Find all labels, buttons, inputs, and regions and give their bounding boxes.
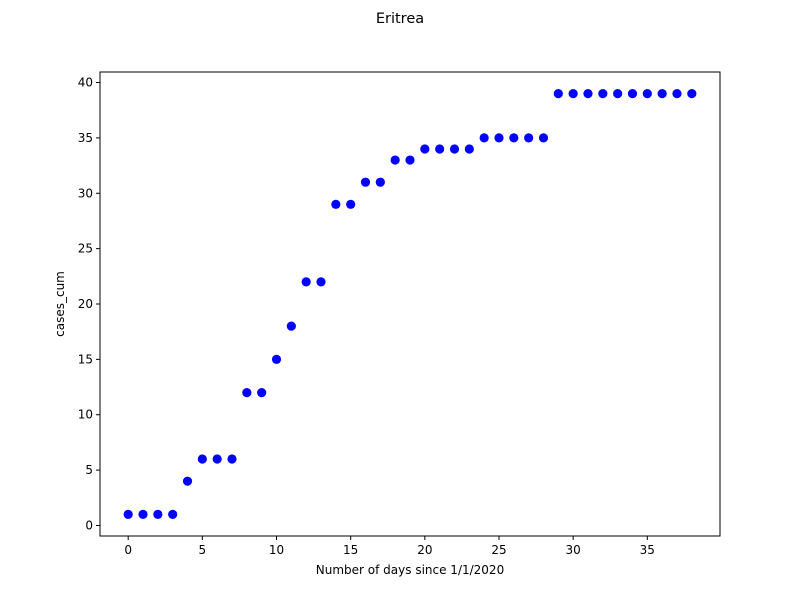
- y-tick-label: 0: [85, 518, 93, 532]
- chart-title: Eritrea: [376, 11, 424, 27]
- data-point: [123, 509, 133, 520]
- data-point: [642, 88, 652, 99]
- y-axis: 0 5 10 15 20 25 30 35 40: [78, 76, 100, 532]
- data-point: [627, 88, 638, 99]
- y-axis-label: cases_cum: [53, 271, 67, 337]
- data-point: [390, 155, 400, 165]
- data-point: [153, 509, 163, 520]
- x-tick-label: 5: [199, 543, 207, 557]
- data-point: [197, 454, 207, 464]
- data-point: [420, 144, 430, 154]
- data-point: [494, 133, 504, 143]
- data-point: [509, 133, 519, 143]
- y-tick-label: 15: [78, 352, 93, 366]
- data-point: [168, 509, 178, 520]
- data-point: [598, 88, 608, 99]
- y-tick-label: 30: [78, 186, 93, 200]
- data-point: [538, 133, 549, 143]
- data-points: [123, 88, 697, 520]
- x-tick-label: 10: [269, 543, 284, 557]
- data-point: [138, 509, 148, 520]
- data-point: [286, 321, 296, 331]
- data-point: [375, 177, 385, 187]
- data-point: [257, 387, 267, 398]
- x-tick-label: 25: [491, 543, 506, 557]
- data-point: [227, 454, 237, 464]
- data-point: [331, 199, 341, 209]
- data-point: [568, 88, 578, 99]
- data-point: [583, 88, 593, 99]
- data-point: [346, 199, 356, 209]
- data-point: [360, 177, 371, 187]
- data-point: [271, 354, 282, 364]
- x-axis: 0 5 10 15 20 25 30 35: [124, 536, 655, 557]
- y-tick-label: 10: [78, 408, 93, 422]
- y-tick-label: 40: [78, 76, 93, 90]
- x-tick-label: 20: [417, 543, 432, 557]
- data-point: [672, 88, 682, 99]
- x-axis-label: Number of days since 1/1/2020: [316, 563, 504, 577]
- x-tick-label: 0: [124, 543, 132, 557]
- plot-frame: [99, 71, 721, 537]
- y-tick-label: 5: [85, 463, 93, 477]
- data-point: [613, 88, 623, 99]
- data-point: [553, 88, 563, 99]
- data-point: [405, 155, 415, 165]
- data-point: [449, 144, 460, 154]
- data-point: [242, 387, 252, 398]
- data-point: [479, 133, 489, 143]
- x-tick-label: 15: [343, 543, 358, 557]
- y-tick-label: 20: [78, 297, 93, 311]
- data-point: [687, 88, 697, 99]
- data-point: [301, 277, 311, 287]
- data-point: [435, 144, 445, 154]
- y-tick-label: 35: [78, 131, 93, 145]
- data-point: [464, 144, 474, 154]
- data-point: [212, 454, 222, 464]
- data-point: [657, 88, 667, 99]
- data-point: [182, 476, 193, 486]
- y-tick-label: 25: [78, 242, 93, 256]
- data-point: [524, 133, 534, 143]
- plot-area: 0 5 10 15 20 25 30 35 0 5 10 15 20 25 30 35 40: [78, 71, 721, 557]
- x-tick-label: 35: [640, 543, 655, 557]
- x-tick-label: 30: [566, 543, 581, 557]
- data-point: [316, 277, 326, 287]
